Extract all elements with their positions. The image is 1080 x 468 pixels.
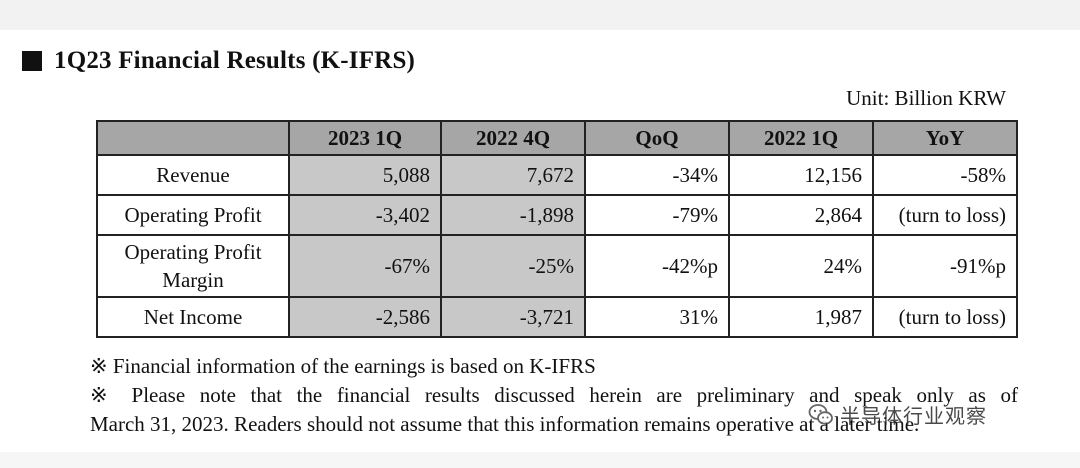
cell-value: 1,987 (728, 296, 874, 338)
cell-value: -1,898 (440, 194, 586, 236)
header-cell-2023-1q: 2023 1Q (288, 120, 442, 156)
cell-value: -34% (584, 154, 730, 196)
footnotes: ※ Financial information of the earnings … (90, 352, 1018, 439)
row-label: Net Income (96, 296, 290, 338)
cell-value: 24% (728, 234, 874, 298)
header-cell-2022-4q: 2022 4Q (440, 120, 586, 156)
cell-value: (turn to loss) (872, 296, 1018, 338)
header-cell-yoy: YoY (872, 120, 1018, 156)
cell-value: 5,088 (288, 154, 442, 196)
footnote-preliminary-continued: March 31, 2023. Readers should not assum… (90, 412, 920, 436)
top-background-band (0, 0, 1080, 30)
cell-value: -58% (872, 154, 1018, 196)
watermark: 半导体行业观察 (808, 400, 987, 429)
unit-label: Unit: Billion KRW (846, 86, 1006, 110)
row-label: Operating Profit (96, 194, 290, 236)
financial-results-table: 2023 1Q 2022 4Q QoQ 2022 1Q YoY Revenue … (96, 120, 1018, 338)
footnote-kifrs: ※ Financial information of the earnings … (90, 354, 596, 378)
cell-value: 7,672 (440, 154, 586, 196)
cell-value: -25% (440, 234, 586, 298)
wechat-logo-icon (808, 403, 833, 425)
cell-value: 12,156 (728, 154, 874, 196)
cell-value: 2,864 (728, 194, 874, 236)
footnote-preliminary: ※ Please note that the financial results… (90, 383, 1018, 407)
cell-value: 31% (584, 296, 730, 338)
row-label-line2: Margin (162, 268, 224, 292)
title-row: 1Q23 Financial Results (K-IFRS) (22, 44, 415, 78)
cell-value: -91%p (872, 234, 1018, 298)
row-label: Revenue (96, 154, 290, 196)
cell-value: -2,586 (288, 296, 442, 338)
page-title: 1Q23 Financial Results (K-IFRS) (54, 47, 416, 74)
table-row-operating-profit: Operating Profit -3,402 -1,898 -79% 2,86… (96, 194, 1018, 236)
title-bullet-square (22, 51, 42, 71)
table-row-net-income: Net Income -2,586 -3,721 31% 1,987 (turn… (96, 296, 1018, 338)
cell-value: -79% (584, 194, 730, 236)
header-cell-blank (96, 120, 290, 156)
header-cell-qoq: QoQ (584, 120, 730, 156)
cell-value: -42%p (584, 234, 730, 298)
row-label: Operating Profit Margin (96, 234, 290, 298)
cell-value: -3,402 (288, 194, 442, 236)
header-cell-2022-1q: 2022 1Q (728, 120, 874, 156)
watermark-text: 半导体行业观察 (840, 404, 987, 428)
bottom-background-band (0, 452, 1080, 468)
cell-value: -3,721 (440, 296, 586, 338)
table-header-row: 2023 1Q 2022 4Q QoQ 2022 1Q YoY (96, 120, 1018, 156)
row-label-line1: Operating Profit (124, 240, 262, 264)
table-row-revenue: Revenue 5,088 7,672 -34% 12,156 -58% (96, 154, 1018, 196)
cell-value: -67% (288, 234, 442, 298)
table-row-operating-profit-margin: Operating Profit Margin -67% -25% -42%p … (96, 234, 1018, 298)
cell-value: (turn to loss) (872, 194, 1018, 236)
